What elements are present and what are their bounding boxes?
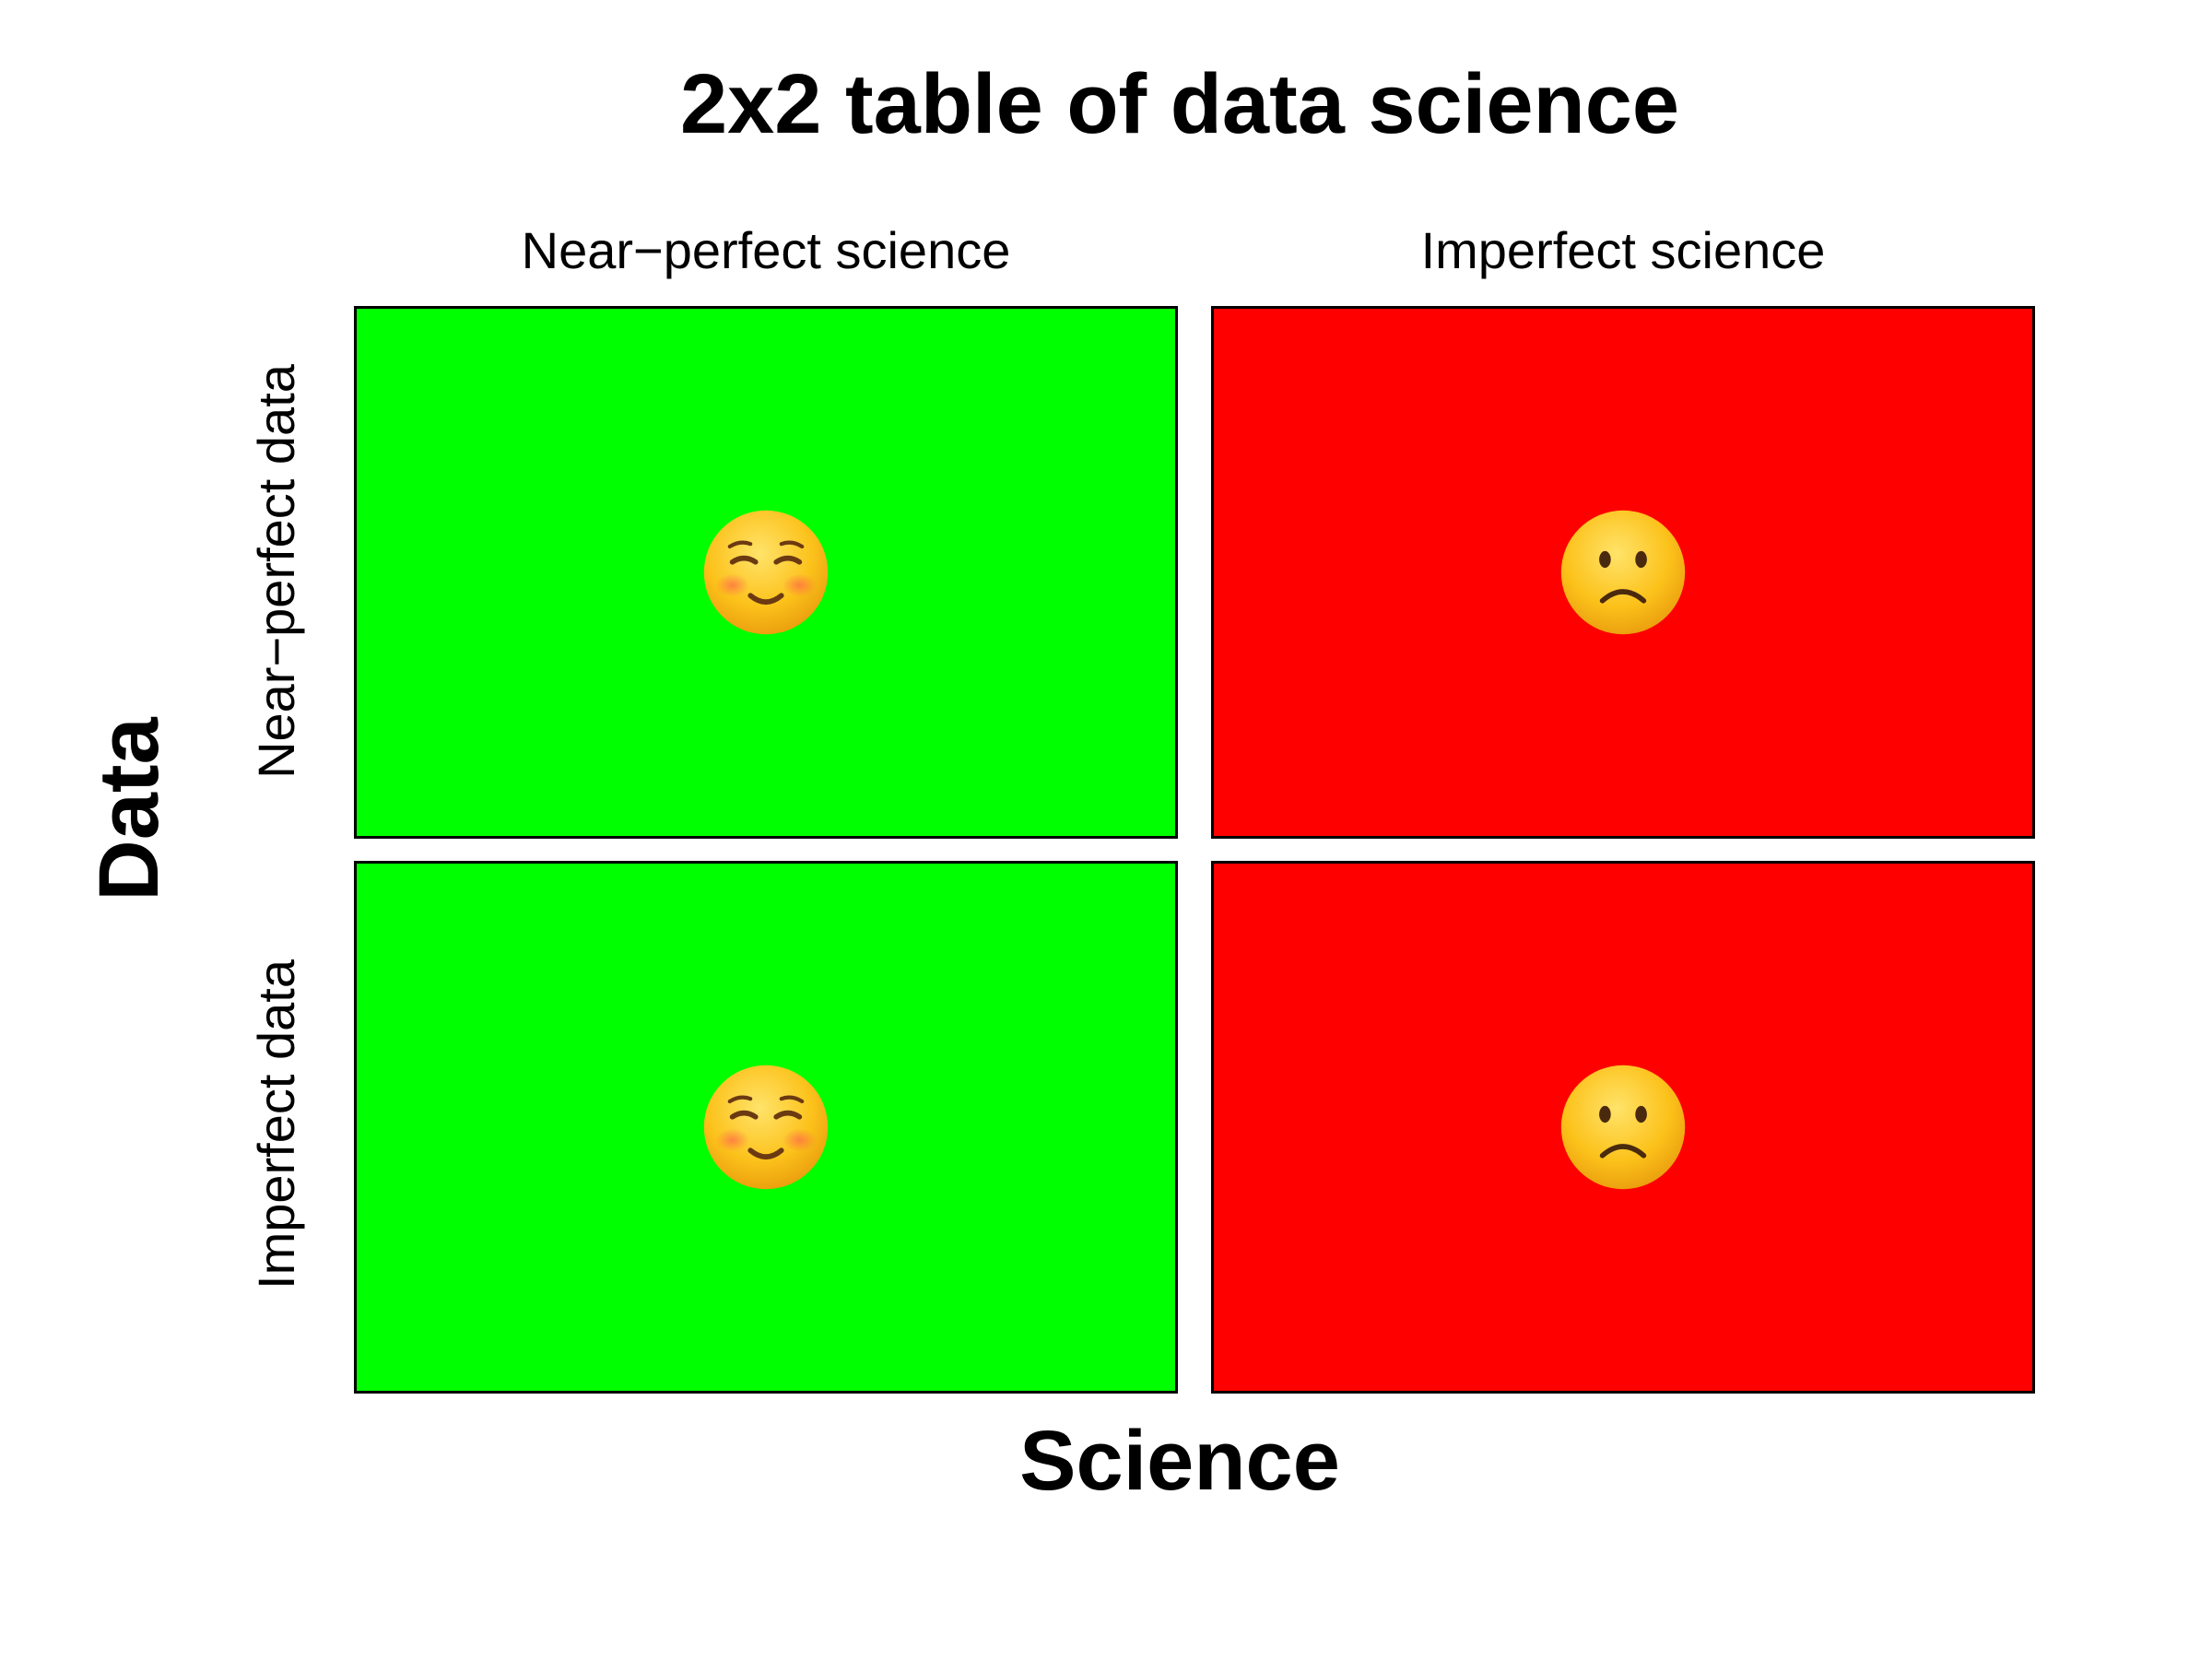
frowning-face-icon — [1560, 510, 1686, 635]
x-axis-label: Science — [1019, 1414, 1340, 1508]
smiling-face-icon — [703, 1065, 829, 1190]
column-label-imperfect-science: Imperfect science — [1420, 221, 1826, 279]
chart-title: 2x2 table of data science — [679, 57, 1680, 151]
row-label-imperfect-data: Imperfect data — [247, 959, 305, 1289]
cell-imperfect-science-near-perfect-data — [1211, 306, 2035, 839]
row-label-near-perfect-data: Near−perfect data — [247, 364, 305, 779]
cell-near-perfect-science-imperfect-data — [354, 861, 1178, 1394]
smiling-face-icon — [703, 510, 829, 635]
frowning-face-icon — [1560, 1065, 1686, 1190]
cell-imperfect-science-imperfect-data — [1211, 861, 2035, 1394]
cell-near-perfect-science-near-perfect-data — [354, 306, 1178, 839]
column-label-near-perfect-science: Near−perfect science — [521, 221, 1011, 279]
y-axis-label: Data — [82, 717, 176, 901]
